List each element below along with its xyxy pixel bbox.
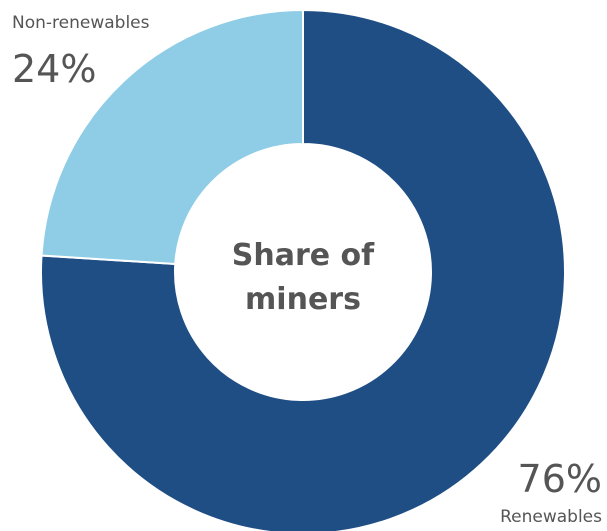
slice-value-renewables: 76% [518,457,602,501]
slice-value-non-renewables: 24% [12,47,96,91]
slice-label-non-renewables: Non-renewables [12,13,150,33]
slice-renewables [40,8,566,531]
slice-label-renewables: Renewables [500,507,602,527]
center-label-line1: Share of [232,238,375,273]
slices-layer [40,8,566,531]
center-label-line2: miners [245,282,361,317]
slice-non-renewables [40,8,304,266]
